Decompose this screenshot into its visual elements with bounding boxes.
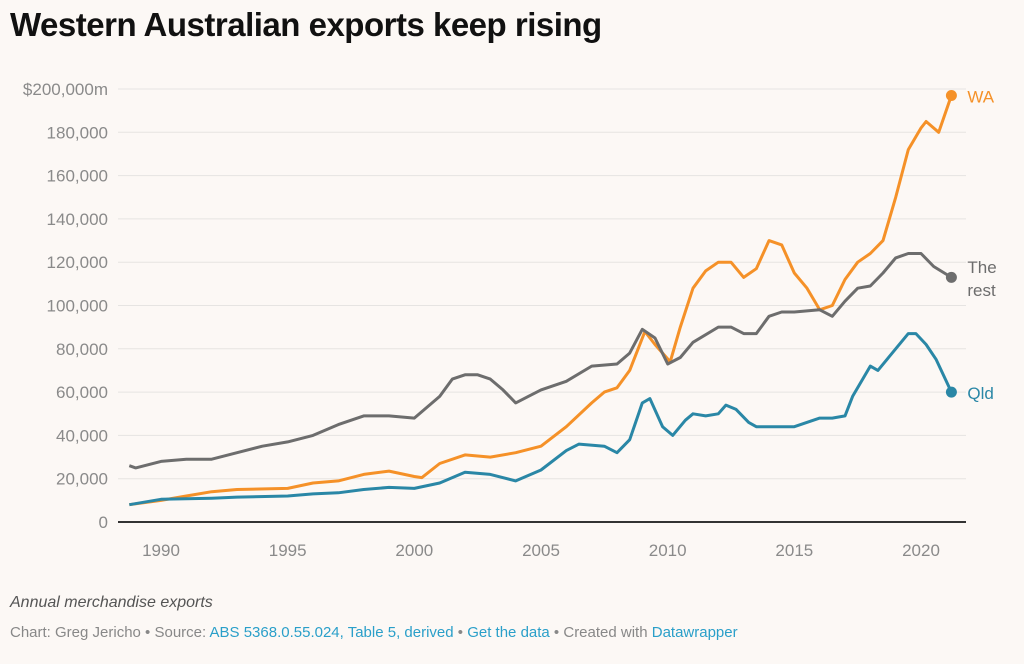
x-tick-label: 2020 bbox=[902, 541, 940, 560]
x-tick-label: 1990 bbox=[142, 541, 180, 560]
series-line-wa bbox=[129, 95, 953, 507]
author: Chart: Greg Jericho bbox=[10, 624, 141, 641]
y-tick-label: 0 bbox=[99, 513, 108, 532]
chart-byline: Chart: Greg Jericho • Source: ABS 5368.0… bbox=[10, 624, 738, 641]
x-tick-label: 2005 bbox=[522, 541, 560, 560]
y-tick-label: 140,000 bbox=[47, 210, 108, 229]
y-tick-label: 60,000 bbox=[56, 383, 108, 402]
series-line-qld bbox=[129, 332, 953, 507]
gridlines bbox=[118, 88, 966, 523]
series-lines bbox=[128, 89, 957, 507]
series-label: Qld bbox=[967, 384, 993, 403]
x-tick-label: 2000 bbox=[395, 541, 433, 560]
x-axis: 1990 1995 2000 2005 2010 2015 2020 bbox=[142, 541, 940, 560]
y-tick-label: 180,000 bbox=[47, 123, 108, 142]
line-chart: 0 20,000 40,000 60,000 80,000 100,000 120,000 1… bbox=[23, 80, 997, 560]
series-end-point bbox=[945, 386, 957, 398]
separator: • bbox=[453, 624, 468, 641]
series-end-point bbox=[945, 89, 957, 101]
series-line-the-rest bbox=[128, 252, 953, 470]
series-label: The bbox=[967, 258, 996, 277]
created-with: Created with bbox=[563, 624, 652, 641]
y-tick-label: 120,000 bbox=[47, 253, 108, 272]
y-tick-label: 160,000 bbox=[47, 167, 108, 186]
datawrapper-link[interactable]: Datawrapper bbox=[651, 624, 738, 641]
series-label: WA bbox=[967, 87, 994, 106]
source-link[interactable]: ABS 5368.0.55.024, Table 5, derived bbox=[209, 624, 454, 641]
y-tick-label: 100,000 bbox=[47, 297, 108, 316]
y-axis: 0 20,000 40,000 60,000 80,000 100,000 120,000 1… bbox=[23, 80, 108, 532]
series-labels: WA The rest Qld bbox=[967, 87, 996, 403]
series-label: rest bbox=[967, 281, 996, 300]
y-tick-label: 80,000 bbox=[56, 340, 108, 359]
x-tick-label: 2010 bbox=[649, 541, 687, 560]
chart-notes: Annual merchandise exports bbox=[10, 594, 213, 611]
chart-title: Western Australian exports keep rising bbox=[10, 6, 602, 43]
y-tick-label: 20,000 bbox=[56, 470, 108, 489]
source-label: Source: bbox=[154, 624, 210, 641]
separator: • bbox=[140, 624, 155, 641]
y-tick-label: 40,000 bbox=[56, 426, 108, 445]
separator: • bbox=[549, 624, 564, 641]
x-tick-label: 2015 bbox=[775, 541, 813, 560]
series-end-point bbox=[945, 271, 957, 283]
x-tick-label: 1995 bbox=[269, 541, 307, 560]
y-tick-label: $200,000m bbox=[23, 80, 108, 99]
get-data-link[interactable]: Get the data bbox=[467, 624, 550, 641]
